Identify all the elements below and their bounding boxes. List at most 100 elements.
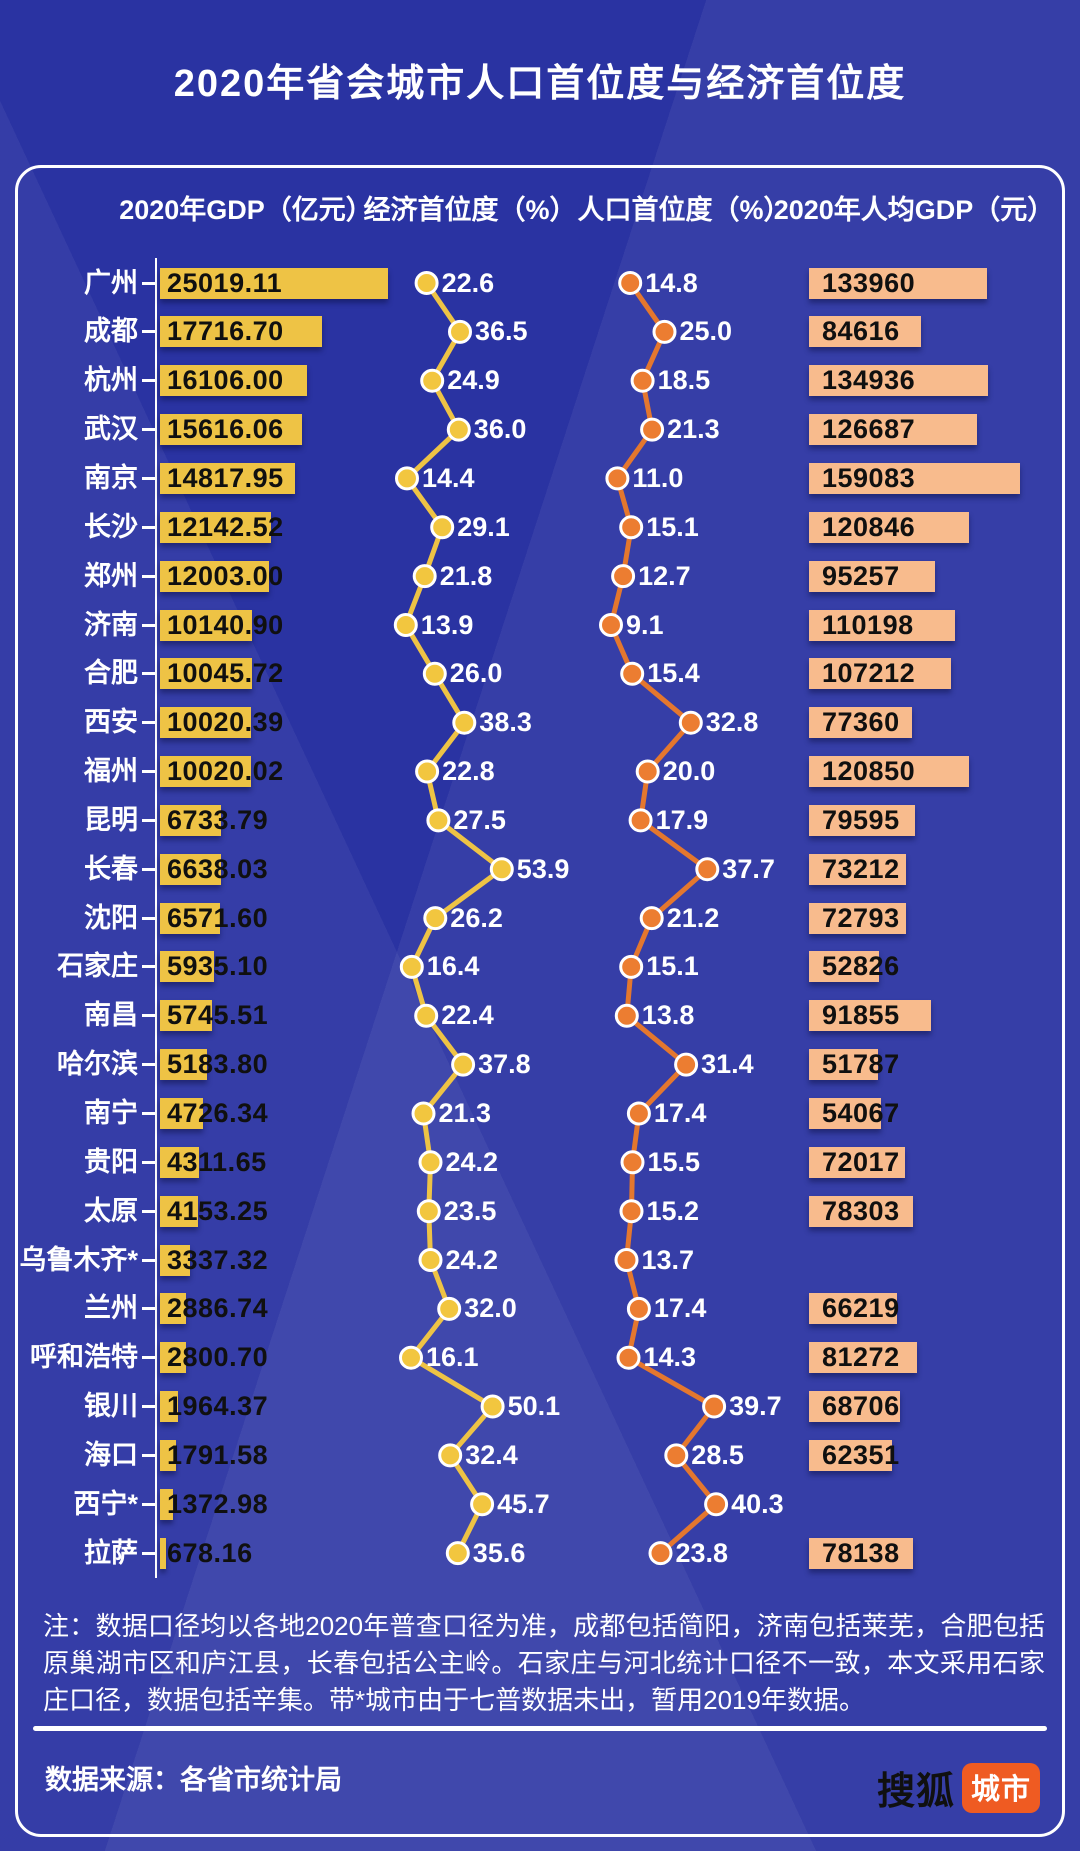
pop-primacy-value: 14.3 [643, 1342, 697, 1373]
gdp-bar [160, 1391, 178, 1422]
gdp-bar [160, 804, 222, 836]
pc-gdp-value: 110198 [822, 609, 914, 640]
pc-gdp-bar [809, 462, 1020, 494]
pc-gdp-value: 78303 [822, 1195, 900, 1226]
gdp-value: 10045.72 [167, 658, 284, 689]
econ-primacy-value: 21.3 [438, 1098, 492, 1128]
city-label: 济南 [84, 609, 138, 640]
axis-tick [142, 1453, 155, 1457]
pc-gdp-value: 107212 [822, 658, 916, 689]
pc-gdp-value: 133960 [822, 267, 916, 298]
column-header-gdp: 2020年GDP（亿元） [119, 195, 373, 225]
pc-gdp-bar [809, 1146, 905, 1178]
gdp-bar [160, 902, 220, 934]
city-label: 长沙 [84, 511, 138, 542]
gdp-bar [160, 462, 295, 494]
econ-primacy-value: 38.3 [479, 707, 532, 738]
axis-tick [142, 721, 155, 725]
econ-primacy-point [470, 1492, 495, 1517]
gdp-value: 1372.98 [167, 1488, 269, 1519]
econ-primacy-value: 24.2 [445, 1244, 499, 1275]
gdp-bar [160, 1195, 198, 1227]
gdp-value: 2886.74 [167, 1293, 269, 1324]
axis-tick [142, 1160, 155, 1164]
sohu-logo-text: 搜狐 [876, 1771, 955, 1813]
city-label: 长春 [84, 853, 138, 884]
pc-gdp-bar [809, 1537, 913, 1569]
pc-gdp-bar [809, 1000, 931, 1032]
pop-primacy-point [652, 319, 677, 344]
pc-gdp-bar [809, 902, 906, 934]
econ-primacy-value: 24.2 [445, 1146, 499, 1177]
pc-gdp-bar [809, 560, 936, 592]
pop-primacy-value: 21.3 [667, 414, 720, 445]
gdp-bar [160, 560, 270, 592]
pop-primacy-point [630, 368, 655, 393]
gdp-bar [160, 609, 253, 641]
axis-tick [142, 1063, 155, 1067]
pop-primacy-point [599, 613, 623, 637]
pop-primacy-point [611, 564, 636, 589]
gdp-bar [160, 1488, 173, 1520]
gdp-bar [160, 1098, 204, 1129]
gdp-value: 15616.06 [167, 414, 284, 445]
column-header-pop-primacy: 人口首位度（%） [577, 195, 791, 225]
econ-primacy-value: 23.5 [443, 1195, 497, 1226]
gdp-bar [160, 1293, 187, 1325]
pop-primacy-value: 17.4 [653, 1098, 707, 1128]
pop-primacy-point [678, 710, 703, 735]
pop-primacy-value: 15.2 [646, 1195, 700, 1226]
pc-gdp-value: 52826 [822, 951, 900, 982]
gdp-bar [160, 951, 215, 983]
pop-primacy-value: 15.5 [647, 1146, 701, 1177]
axis-tick [142, 770, 155, 773]
pc-gdp-value: 73212 [822, 853, 900, 884]
city-label: 昆明 [84, 804, 138, 835]
axis-tick [142, 1307, 155, 1311]
gdp-value: 10020.39 [167, 707, 284, 738]
gdp-bar [160, 267, 388, 299]
econ-primacy-point [422, 661, 447, 686]
pop-primacy-value: 31.4 [701, 1049, 754, 1080]
econ-primacy-point [438, 1443, 463, 1468]
city-label: 太原 [84, 1195, 138, 1226]
city-label: 石家庄 [57, 951, 138, 982]
axis-tick [142, 476, 155, 480]
pop-primacy-value: 28.5 [691, 1439, 744, 1470]
econ-primacy-value: 36.5 [475, 316, 528, 347]
pc-gdp-value: 77360 [822, 707, 900, 738]
axis-tick [142, 672, 155, 676]
gdp-bar [160, 1537, 167, 1569]
gdp-value: 14817.95 [167, 462, 284, 493]
pc-gdp-value: 54067 [822, 1098, 900, 1128]
pop-primacy-value: 40.3 [731, 1488, 784, 1519]
gdp-bar [160, 1049, 208, 1081]
gdp-bar [160, 414, 303, 446]
gdp-value: 5745.51 [167, 1000, 269, 1031]
pop-primacy-value: 9.1 [626, 609, 664, 640]
gdp-value: 25019.11 [167, 267, 283, 298]
pop-primacy-point [639, 906, 664, 931]
data-source-label: 数据来源：各省市统计局 [45, 1765, 342, 1795]
pc-gdp-value: 51787 [822, 1049, 900, 1080]
pc-gdp-value: 120850 [822, 756, 916, 786]
axis-tick [142, 574, 155, 578]
gdp-value: 16106.00 [167, 365, 284, 396]
pc-gdp-bar [809, 1293, 897, 1325]
econ-primacy-point [411, 1101, 436, 1126]
econ-primacy-value: 22.8 [442, 756, 495, 786]
pc-gdp-value: 95257 [822, 560, 900, 591]
pop-primacy-point [619, 1199, 644, 1224]
pc-gdp-value: 91855 [822, 1000, 900, 1031]
page-title: 2020年省会城市人口首位度与经济首位度 [173, 63, 907, 105]
pc-gdp-value: 159083 [822, 462, 916, 493]
city-label: 合肥 [84, 658, 138, 689]
pc-gdp-value: 68706 [822, 1391, 900, 1421]
pop-primacy-value: 17.4 [653, 1293, 707, 1324]
city-label: 杭州 [84, 365, 138, 396]
pc-gdp-bar [809, 365, 988, 397]
gdp-bar [160, 316, 322, 348]
gdp-value: 5183.80 [167, 1049, 269, 1080]
axis-tick [142, 1258, 155, 1262]
